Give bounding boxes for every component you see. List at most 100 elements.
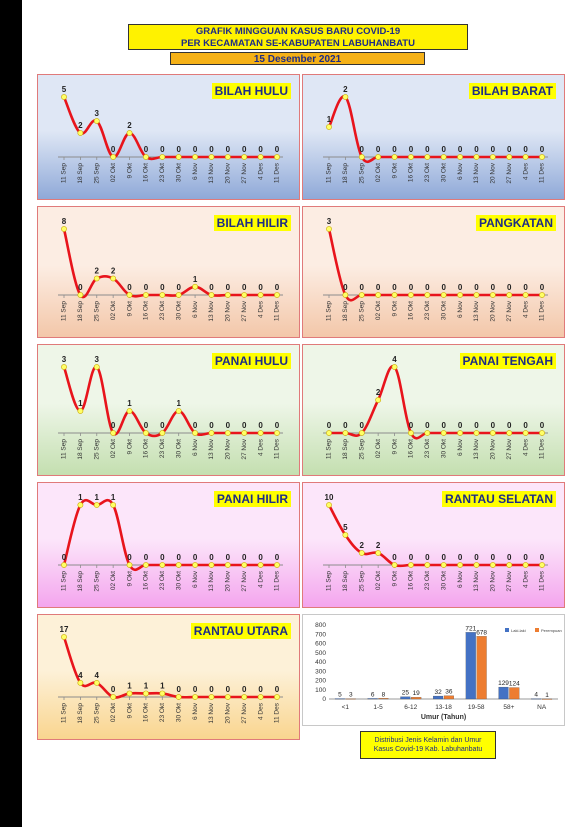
data-point (424, 562, 431, 568)
x-tick-label: 6 Nov (192, 162, 199, 180)
x-tick-label: 25 Sep (358, 301, 365, 322)
data-point (208, 430, 215, 436)
data-label: 2 (78, 121, 83, 130)
bar-value-label: 5 (338, 692, 342, 699)
data-label: 2 (376, 388, 381, 397)
chart-title: PANGKATAN (476, 215, 556, 231)
y-tick-label: 100 (315, 687, 326, 694)
data-label: 1 (176, 399, 181, 408)
data-point (224, 430, 231, 436)
data-point (408, 154, 414, 160)
data-point (440, 430, 447, 436)
data-point (473, 154, 480, 160)
data-label: 0 (441, 421, 446, 430)
data-label: 0 (127, 553, 132, 562)
report-title-banner: GRAFIK MINGGUAN KASUS BARU COVID-19 PER … (128, 24, 468, 50)
data-label: 0 (491, 553, 496, 562)
y-tick-label: 400 (315, 659, 326, 666)
data-label: 0 (392, 553, 397, 562)
chart-bilah-hilir: 8 11 Sep 0 18 Sep 2 25 Sep 2 02 Okt 0 9 Okt 0 16 Ok… (37, 206, 300, 338)
x-tick-label: 9 Okt (126, 163, 133, 179)
x-tick-label: 18 Sep (342, 163, 349, 184)
x-tick-label: 02 Okt (375, 301, 382, 320)
data-label: 0 (523, 145, 528, 154)
data-point (224, 694, 231, 700)
data-label: 2 (360, 541, 365, 550)
x-tick-label: 18 Sep (77, 439, 84, 460)
x-tick-label: 9 Okt (391, 571, 398, 587)
x-tick-label: 25 Sep (93, 301, 100, 322)
y-tick-label: 500 (315, 650, 326, 657)
data-label: 0 (507, 283, 512, 292)
x-tick-label: 23 Okt (159, 163, 166, 182)
bar-value-label: 36 (445, 689, 453, 696)
x-tick-label: 23 Okt (424, 439, 431, 458)
data-point (375, 292, 382, 298)
x-tick-label: 13 Nov (208, 438, 215, 459)
data-point (489, 292, 496, 298)
data-point (326, 430, 332, 436)
data-label: 0 (176, 685, 181, 694)
data-label: 0 (523, 553, 528, 562)
data-label: 0 (160, 553, 165, 562)
data-label: 0 (209, 685, 214, 694)
chart-panai-tengah: 0 11 Sep 0 18 Sep 0 25 Sep 2 02 Okt 4 9 Okt 0 16 Ok… (302, 344, 565, 476)
x-tick-label: 9 Okt (391, 163, 398, 179)
chart-panai-tengah-plot: 0 11 Sep 0 18 Sep 0 25 Sep 2 02 Okt 4 9 Okt 0 16 Ok… (323, 355, 548, 460)
data-label: 0 (458, 283, 463, 292)
chart-rantau-selatan: 10 11 Sep 5 18 Sep 2 25 Sep 2 02 Okt 0 9 Okt 0 16 O… (302, 482, 565, 608)
data-point (143, 154, 149, 160)
data-point (159, 430, 166, 436)
data-point (77, 408, 84, 414)
x-axis-title: Umur (Tahun) (421, 714, 466, 721)
data-point (208, 292, 215, 298)
data-label: 0 (540, 283, 545, 292)
data-label: 1 (78, 399, 83, 408)
bar-value-label: 124 (509, 681, 520, 688)
data-point (61, 562, 67, 568)
x-tick-label: 13 Nov (473, 300, 480, 321)
x-tick-label: 25 Sep (93, 163, 100, 184)
x-tick-label: 02 Okt (375, 571, 382, 590)
data-point (192, 154, 198, 160)
data-label: 0 (193, 421, 198, 430)
x-tick-label: 23 Okt (159, 571, 166, 590)
x-tick-label: 58+ (503, 704, 514, 711)
x-tick-label: 13 Nov (473, 570, 480, 591)
data-point (408, 292, 414, 298)
x-tick-label: 27 Nov (241, 438, 248, 459)
data-label: 10 (325, 493, 334, 502)
data-label: 3 (62, 355, 67, 364)
data-point (126, 690, 133, 697)
x-tick-label: 11 Sep (61, 301, 68, 322)
x-tick-label: 4 Des (257, 162, 264, 180)
x-tick-label: 11 Des (274, 300, 281, 321)
chart-title: RANTAU SELATAN (442, 491, 556, 507)
x-tick-label: 4 Des (522, 300, 529, 318)
chart-rantau-utara-plot: 17 11 Sep 4 18 Sep 4 25 Sep 0 02 Okt 1 9 Okt 1 16 O… (58, 625, 283, 724)
data-label: 0 (258, 553, 263, 562)
chart-title: BILAH HILIR (213, 215, 291, 231)
data-point (143, 292, 149, 298)
legend-swatch (535, 628, 539, 632)
data-point (93, 364, 100, 370)
bar-laki-laki (334, 698, 345, 700)
data-label: 0 (360, 283, 365, 292)
data-label: 0 (425, 553, 430, 562)
data-label: 0 (193, 685, 198, 694)
data-point (424, 430, 431, 436)
x-tick-label: 27 Nov (506, 438, 513, 459)
data-point (175, 408, 182, 414)
data-label: 0 (193, 145, 198, 154)
x-tick-label: 30 Okt (440, 439, 447, 458)
data-point (208, 694, 215, 700)
x-tick-label: 02 Okt (375, 439, 382, 458)
data-point (391, 292, 398, 298)
data-label: 0 (242, 145, 247, 154)
bar-value-label: 1 (545, 692, 549, 699)
data-point (257, 154, 264, 160)
data-point (159, 562, 166, 568)
x-tick-label: 4 Des (257, 570, 264, 588)
x-tick-label: 30 Okt (440, 571, 447, 590)
data-label: 0 (409, 145, 414, 154)
